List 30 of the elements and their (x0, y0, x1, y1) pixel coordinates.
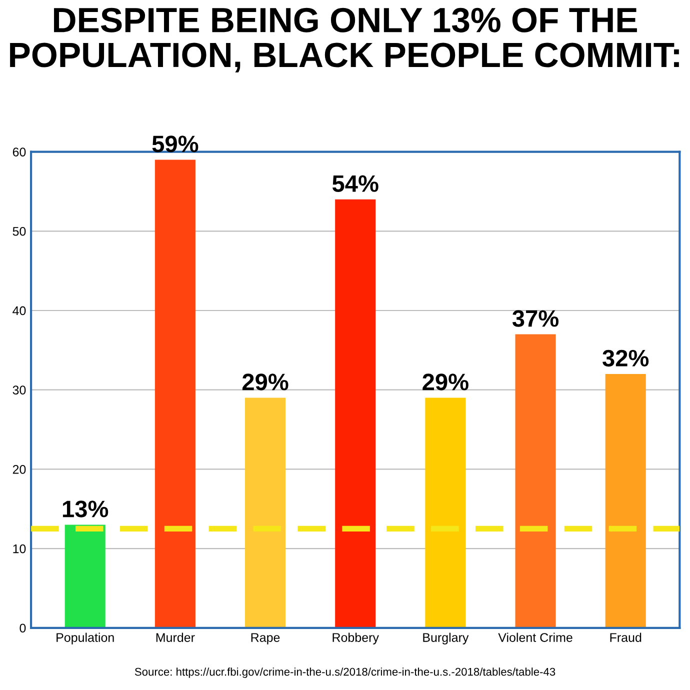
y-tick-label: 30 (12, 386, 26, 394)
data-label: 59% (152, 136, 198, 152)
data-label: 32% (602, 350, 649, 367)
x-tick-label: Violent Crime (498, 632, 572, 642)
bar (425, 398, 466, 628)
data-label: 37% (512, 310, 559, 327)
x-tick-label: Population (56, 632, 114, 644)
bar (335, 199, 376, 628)
x-tick-label: Burglary (423, 632, 469, 644)
y-tick-label: 60 (12, 148, 26, 156)
data-label: 54% (332, 175, 378, 192)
source-note: Source: https://ucr.fbi.gov/crime-in-the-u.s/2018/crime-in-the-u.s.-2018/tables/table-43 (134, 668, 556, 678)
bar (245, 398, 286, 628)
y-tick-label: 20 (12, 465, 26, 474)
y-tick-label: 50 (12, 226, 26, 236)
bar (605, 374, 646, 628)
chart-title: DESPITE BEING ONLY 13% OF THE POPULATION, BLACK PEOPLE COMMIT: (10, 8, 679, 72)
bar (154, 160, 196, 628)
x-tick-label: Murder (156, 632, 195, 642)
data-label: 29% (422, 374, 468, 390)
data-label: 29% (242, 374, 288, 390)
y-tick-label: 10 (13, 544, 26, 554)
y-tick-label: 40 (12, 306, 26, 316)
x-tick-label: Robbery (332, 632, 379, 644)
bar (515, 334, 556, 628)
data-label: 13% (62, 500, 108, 518)
x-tick-label: Fraud (610, 632, 642, 642)
bar (64, 524, 106, 628)
x-tick-label: Rape (251, 633, 280, 644)
y-tick-label: 0 (20, 624, 26, 633)
